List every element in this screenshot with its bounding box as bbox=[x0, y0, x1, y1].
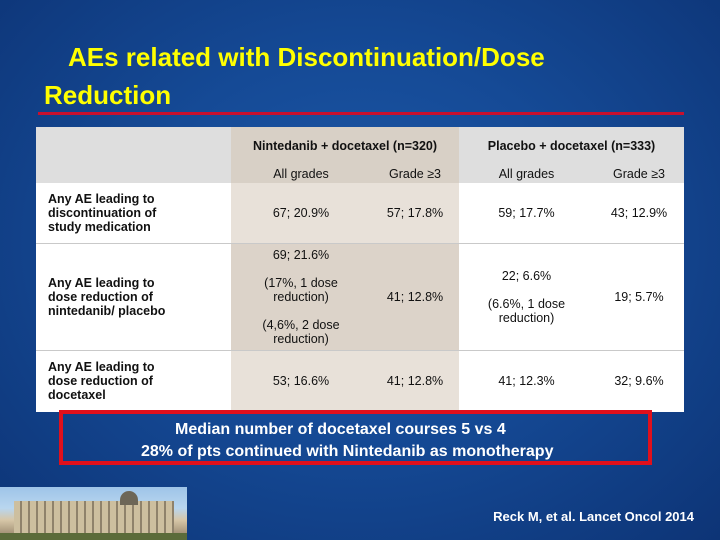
table-subheader-row: All grades Grade ≥3 All grades Grade ≥3 bbox=[36, 165, 685, 183]
title-line-1: AEs related with Discontinuation/Dose bbox=[68, 42, 545, 72]
cell-nint-all: 69; 21.6% (17%, 1 dose reduction) (4,6%, 2… bbox=[231, 242, 371, 350]
photo-ground bbox=[0, 533, 187, 540]
header-nintedanib: Nintedanib + docetaxel (n=320) bbox=[231, 127, 459, 165]
row-label: Any AE leading to dose reduction of ninted… bbox=[36, 242, 231, 350]
subheader-empty-cell bbox=[36, 165, 231, 183]
slide-title: AEs related with Discontinuation/Dose Re… bbox=[44, 38, 684, 114]
cell-plac-all: 41; 12.3% bbox=[459, 349, 594, 412]
subheader-nint-g3: Grade ≥3 bbox=[371, 165, 459, 183]
building-photo bbox=[0, 487, 187, 540]
header-empty-cell bbox=[36, 127, 231, 165]
highlight-line-1: Median number of docetaxel courses 5 vs … bbox=[175, 421, 506, 438]
title-divider bbox=[38, 112, 684, 115]
header-placebo: Placebo + docetaxel (n=333) bbox=[459, 127, 685, 165]
subheader-plac-all: All grades bbox=[459, 165, 594, 183]
title-line-2: Reduction bbox=[44, 80, 172, 110]
table-group-header-row: Nintedanib + docetaxel (n=320) Placebo +… bbox=[36, 127, 685, 165]
cell-nint-g3: 57; 17.8% bbox=[371, 183, 459, 243]
subheader-nint-all: All grades bbox=[231, 165, 371, 183]
cell-plac-all: 22; 6.6% (6.6%, 1 dose reduction) bbox=[459, 242, 594, 350]
cell-plac-g3: 43; 12.9% bbox=[594, 183, 685, 243]
table-row: Any AE leading to discontinuation of study… bbox=[36, 183, 685, 243]
highlight-box: Median number of docetaxel courses 5 vs … bbox=[59, 410, 652, 465]
building-dome bbox=[120, 491, 138, 505]
row-label: Any AE leading to dose reduction of doceta… bbox=[36, 349, 231, 412]
ae-table: Nintedanib + docetaxel (n=320) Placebo +… bbox=[36, 127, 685, 412]
cell-nint-all: 67; 20.9% bbox=[231, 183, 371, 243]
cell-nint-all: 53; 16.6% bbox=[231, 349, 371, 412]
citation: Reck M, et al. Lancet Oncol 2014 bbox=[493, 509, 694, 524]
highlight-line-2: 28% of pts continued with Nintedanib as … bbox=[141, 443, 554, 460]
building-facade bbox=[14, 501, 174, 535]
subheader-plac-g3: Grade ≥3 bbox=[594, 165, 685, 183]
table-row: Any AE leading to dose reduction of doceta… bbox=[36, 349, 685, 412]
cell-nint-g3: 41; 12.8% bbox=[371, 349, 459, 412]
cell-plac-all: 59; 17.7% bbox=[459, 183, 594, 243]
table-row: Any AE leading to dose reduction of ninted… bbox=[36, 242, 685, 350]
row-label: Any AE leading to discontinuation of study… bbox=[36, 183, 231, 243]
cell-plac-g3: 32; 9.6% bbox=[594, 349, 685, 412]
cell-plac-g3: 19; 5.7% bbox=[594, 242, 685, 350]
cell-nint-g3: 41; 12.8% bbox=[371, 242, 459, 350]
